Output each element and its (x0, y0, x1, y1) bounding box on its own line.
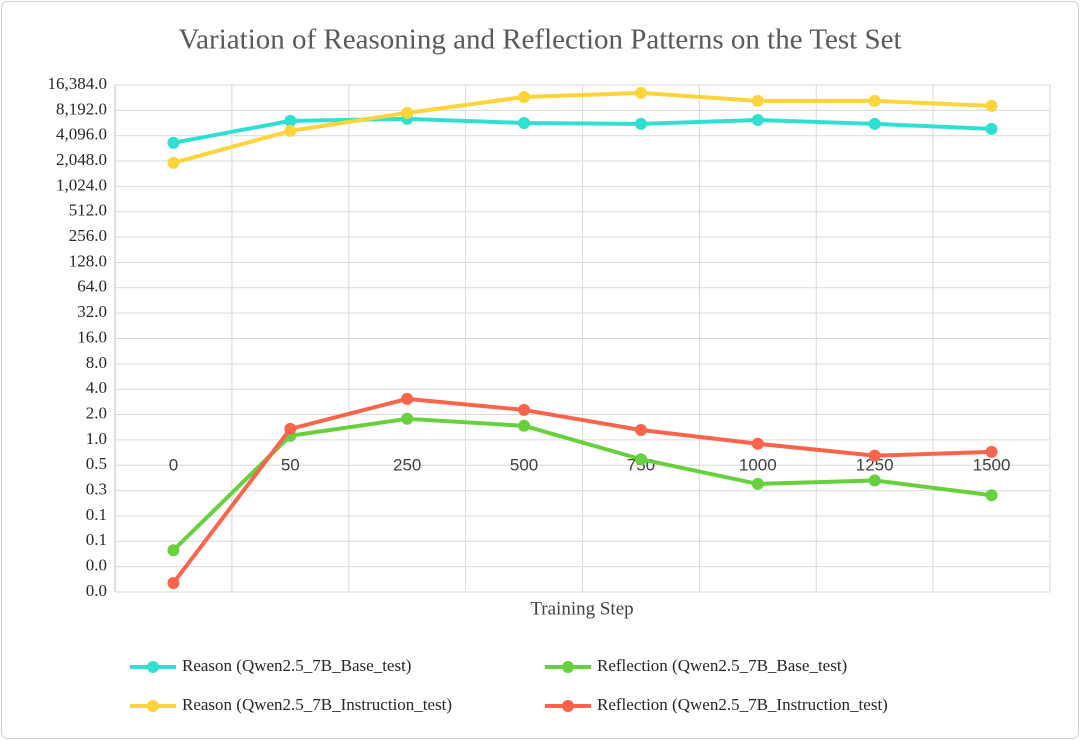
series-marker (751, 94, 764, 107)
series-marker (167, 156, 180, 169)
y-tick-label: 0.0 (86, 556, 107, 575)
series-line (172, 90, 992, 165)
legend-marker (147, 700, 159, 712)
legend-marker (562, 700, 574, 712)
y-tick-label: 128.0 (69, 251, 107, 270)
y-tick-label: 1,024.0 (56, 175, 107, 194)
series-marker (868, 449, 881, 462)
series-marker (518, 91, 531, 104)
legend-label: Reason (Qwen2.5_7B_Base_test) (182, 656, 411, 675)
series-marker (868, 474, 881, 487)
legend-marker (562, 661, 574, 673)
series-marker (167, 136, 180, 149)
y-tick-label: 2.0 (86, 403, 107, 422)
series-marker (868, 94, 881, 107)
x-tick-label: 0 (169, 455, 178, 474)
y-tick-label: 8.0 (86, 353, 107, 372)
y-tick-label: 8,192.0 (56, 99, 107, 118)
series-marker (518, 116, 531, 129)
y-tick-label: 0.3 (86, 480, 107, 499)
series-marker (751, 437, 764, 450)
series-line (172, 416, 992, 552)
series-marker (401, 412, 414, 425)
legend-label: Reflection (Qwen2.5_7B_Instruction_test) (597, 695, 888, 714)
x-tick-label: 1000 (739, 455, 777, 474)
y-tick-label: 4,096.0 (56, 125, 107, 144)
legend-marker (147, 661, 159, 673)
series-marker (751, 113, 764, 126)
x-tick-label: 1250 (856, 455, 894, 474)
y-tick-label: 1.0 (86, 429, 107, 448)
series-marker (401, 106, 414, 119)
x-tick-label: 250 (393, 455, 421, 474)
series-marker (985, 99, 998, 112)
series-marker (985, 122, 998, 135)
y-tick-label: 64.0 (77, 277, 107, 296)
series-marker (868, 117, 881, 130)
x-axis-title: Training Step (530, 598, 633, 619)
series-marker (518, 403, 531, 416)
series-marker (634, 117, 647, 130)
legend-label: Reflection (Qwen2.5_7B_Base_test) (597, 656, 847, 675)
y-tick-label: 2,048.0 (56, 150, 107, 169)
x-tick-label: 1500 (973, 455, 1011, 474)
series-marker (751, 477, 764, 490)
x-tick-label: 50 (281, 455, 300, 474)
series-marker (634, 453, 647, 466)
y-tick-label: 0.1 (86, 530, 107, 549)
series-marker (518, 419, 531, 432)
series-marker (284, 114, 297, 127)
series-marker (985, 445, 998, 458)
series-marker (985, 489, 998, 502)
x-tick-label: 500 (510, 455, 538, 474)
y-tick-label: 0.5 (86, 454, 107, 473)
series-marker (167, 576, 180, 589)
y-tick-label: 0.0 (86, 581, 107, 600)
series-marker (401, 392, 414, 405)
y-tick-label: 512.0 (69, 201, 107, 220)
legend-label: Reason (Qwen2.5_7B_Instruction_test) (182, 695, 452, 714)
y-tick-label: 16.0 (77, 327, 107, 346)
y-tick-label: 16,384.0 (48, 74, 108, 93)
series-line (171, 396, 992, 585)
chart-title: Variation of Reasoning and Reflection Pa… (178, 24, 901, 56)
y-tick-label: 0.1 (86, 505, 107, 524)
y-tick-label: 4.0 (86, 378, 107, 397)
series-marker (634, 424, 647, 437)
y-tick-label: 32.0 (77, 302, 107, 321)
series-marker (284, 422, 297, 435)
y-tick-label: 256.0 (69, 226, 107, 245)
series-line (173, 116, 992, 145)
series-marker (634, 86, 647, 99)
series-marker (284, 124, 297, 137)
series-marker (167, 544, 180, 557)
